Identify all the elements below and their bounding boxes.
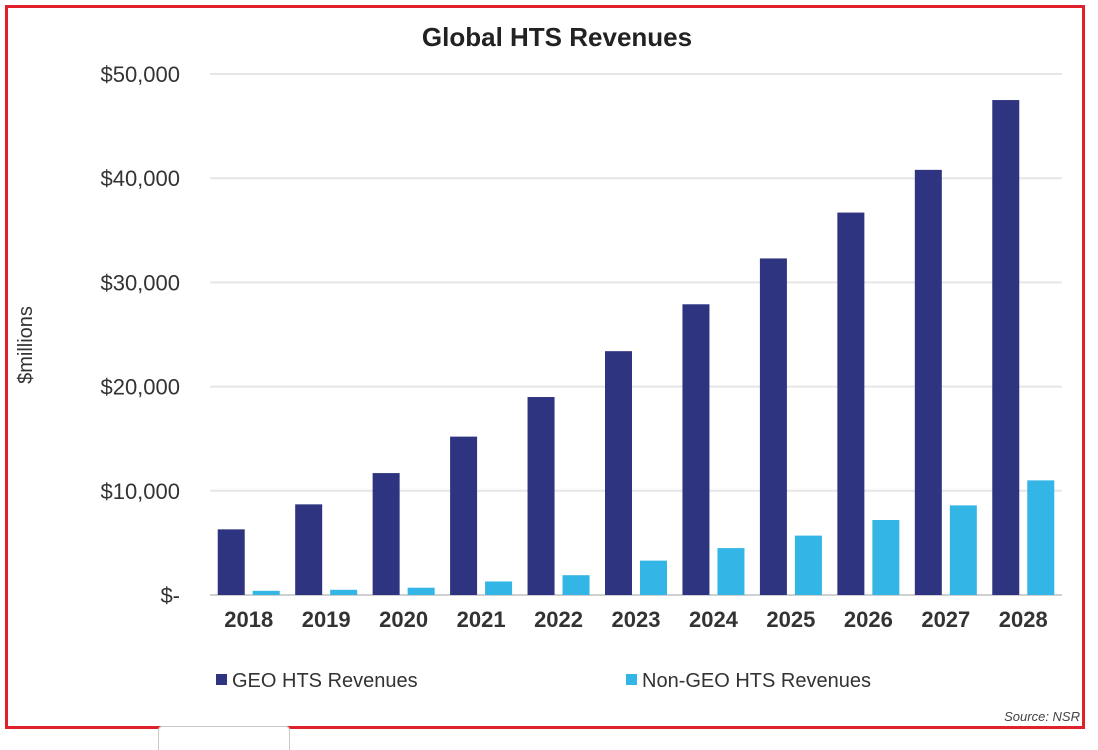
- bar-non-geo: [1027, 480, 1055, 595]
- x-tick-label: 2023: [612, 607, 661, 632]
- bar-geo: [992, 100, 1020, 596]
- legend-swatch: [216, 674, 227, 685]
- x-tick-label: 2024: [689, 607, 739, 632]
- bar-non-geo: [717, 548, 745, 595]
- y-tick-label: $30,000: [100, 270, 180, 295]
- legend-label: Non-GEO HTS Revenues: [642, 670, 871, 692]
- x-tick-label: 2026: [844, 607, 893, 632]
- bottom-tab[interactable]: [158, 726, 290, 750]
- y-tick-label: $10,000: [100, 479, 180, 504]
- bar-geo: [837, 212, 865, 595]
- bars: [217, 100, 1055, 596]
- bar-non-geo: [640, 560, 667, 595]
- bar-geo: [605, 351, 632, 595]
- x-tick-label: 2028: [999, 607, 1048, 632]
- bar-non-geo: [794, 535, 822, 595]
- bar-non-geo: [872, 519, 900, 595]
- bar-non-geo: [330, 589, 358, 595]
- legend-label: GEO HTS Revenues: [232, 670, 418, 692]
- x-tick-label: 2018: [224, 607, 273, 632]
- bar-non-geo: [407, 587, 435, 595]
- y-axis-label: $millions: [15, 306, 37, 384]
- source-note: Source: NSR: [1004, 709, 1080, 724]
- x-tick-label: 2019: [302, 607, 351, 632]
- x-tick-labels: 2018 2019 2020 2021 2022 2023 2024 2025 2026 2027…: [224, 607, 1047, 632]
- x-tick-label: 2027: [921, 607, 970, 632]
- bar-geo: [217, 529, 245, 595]
- y-tick-labels: $- $10,000 $20,000 $30,000 $40,000 $50,000: [100, 62, 180, 608]
- x-tick-label: 2021: [457, 607, 506, 632]
- y-tick-label: $20,000: [100, 375, 180, 400]
- bar-geo: [759, 258, 787, 595]
- bar-geo: [295, 504, 323, 595]
- legend-swatch: [626, 674, 637, 685]
- bar-geo: [372, 473, 400, 595]
- chart-frame: [5, 5, 1085, 729]
- bar-geo: [914, 169, 942, 595]
- chart-title: Global HTS Revenues: [422, 22, 692, 52]
- y-tick-label: $50,000: [100, 62, 180, 87]
- x-tick-label: 2020: [379, 607, 428, 632]
- bar-geo: [682, 304, 710, 595]
- bar-non-geo: [485, 581, 513, 595]
- legend: GEO HTS Revenues Non-GEO HTS Revenues: [216, 670, 871, 692]
- x-tick-label: 2022: [534, 607, 583, 632]
- y-tick-label: $40,000: [100, 166, 180, 191]
- bar-non-geo: [252, 590, 280, 595]
- bar-non-geo: [949, 505, 977, 595]
- bar-non-geo: [562, 575, 590, 595]
- bar-geo: [527, 397, 555, 595]
- x-tick-label: 2025: [766, 607, 815, 632]
- bar-geo: [450, 436, 478, 595]
- y-tick-label: $-: [160, 583, 180, 608]
